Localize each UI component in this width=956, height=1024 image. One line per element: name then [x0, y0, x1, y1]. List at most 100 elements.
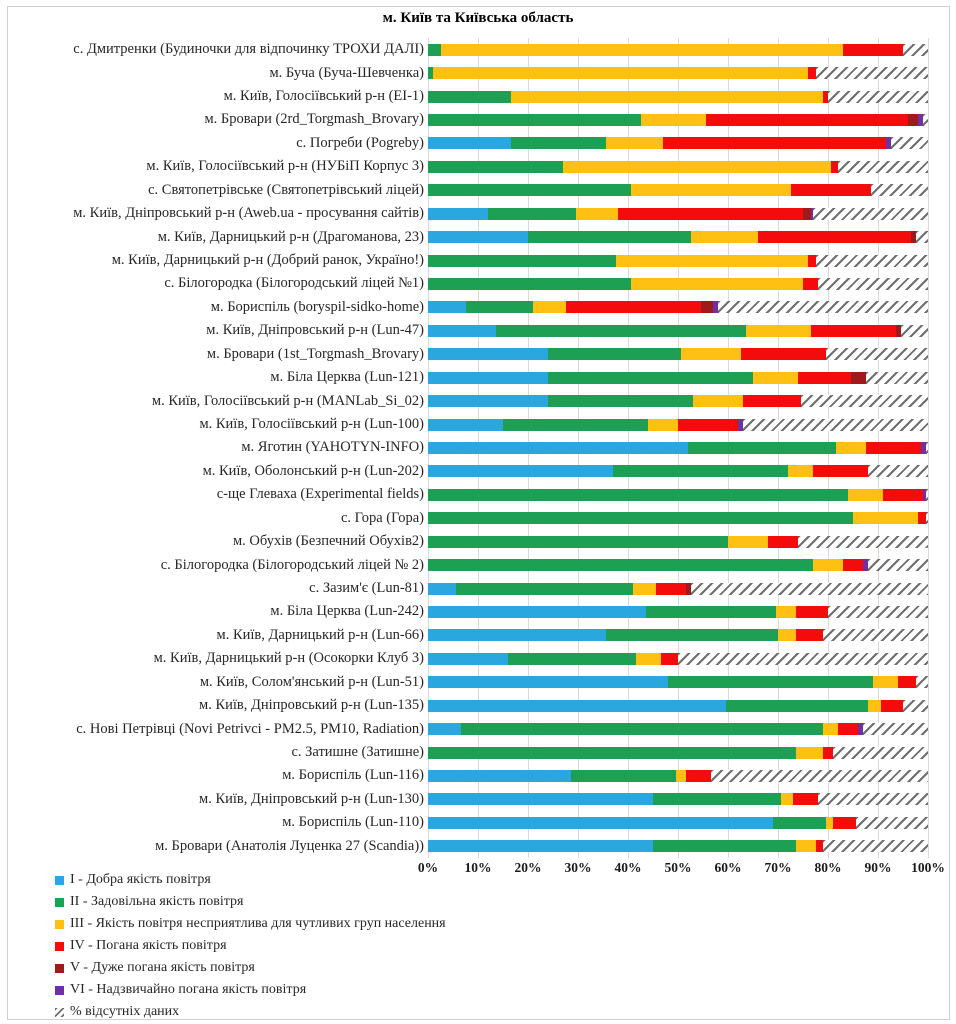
bar-segment-IV [740, 348, 826, 361]
bar-segment-II [428, 254, 616, 267]
legend-item-VI: VI - Надзвичайно погана якість повітря [55, 979, 306, 1001]
bar-segment-I [428, 442, 688, 454]
bar-segment-VI [885, 137, 891, 150]
bar-row [428, 840, 928, 853]
row-label: м. Київ, Дніпровський р-н (Aweb.ua - про… [73, 205, 424, 222]
bar-segment-II [548, 371, 753, 384]
bar-segment-IV [880, 699, 903, 712]
row-label: с. Гора (Гора) [340, 509, 424, 526]
bar-segment-missing [865, 371, 928, 384]
bar-segment-III [788, 465, 813, 478]
bar-segment-IV [843, 559, 863, 572]
legend-item-I: I - Добра якість повітря [55, 869, 211, 891]
bar-segment-IV [810, 324, 896, 337]
bar-segment-missing [868, 465, 928, 478]
bar-segment-III [795, 840, 816, 853]
bar-segment-I [428, 816, 773, 829]
bar-segment-III [780, 793, 793, 806]
bar-segment-II [428, 488, 848, 501]
x-axis-tick-label: 70% [764, 860, 792, 875]
bar-segment-IV [678, 418, 738, 431]
row-label: м. Київ, Дніпровський р-н (Lun-47) [206, 322, 424, 339]
bar-segment-VI [738, 418, 743, 431]
row-label: м. Київ, Дарницький р-н (Lun-66) [216, 626, 424, 643]
bar-segment-II [570, 770, 676, 782]
bar-segment-IV [655, 582, 686, 595]
bar-segment-III [753, 371, 798, 384]
bar-segment-I [428, 418, 503, 431]
bar-segment-V [850, 371, 866, 384]
bar-segment-III [640, 114, 706, 126]
bar-segment-I [428, 676, 668, 689]
bar-segment-missing [915, 231, 928, 244]
legend-label: VI - Надзвичайно погана якість повітря [70, 982, 307, 997]
bar-segment-III [575, 207, 618, 220]
bar-segment-IV [808, 67, 816, 80]
bar-row [428, 395, 928, 408]
bar-segment-IV [823, 746, 833, 759]
bar-segment-II [495, 324, 746, 337]
bar-segment-missing [718, 301, 928, 314]
bar-segment-II [613, 465, 788, 478]
bar-row [428, 371, 928, 384]
bar-segment-III [605, 137, 663, 150]
bar-segment-III [633, 582, 656, 595]
bar-segment-missing [923, 114, 928, 126]
bar-row [428, 301, 928, 314]
row-label: м. Київ, Голосіївський р-н (MANLab_Si_02… [151, 392, 424, 409]
bar-row [428, 442, 928, 454]
bar-segment-missing [825, 348, 928, 361]
bar-segment-IV [685, 770, 711, 782]
bar-segment-III [778, 629, 796, 642]
bar-segment-II [653, 793, 781, 806]
bar-segment-III [510, 90, 823, 103]
bar-segment-missing [915, 676, 928, 689]
category-labels: с. Дмитренки (Будиночки для відпочинку Т… [8, 38, 424, 858]
x-axis-tick-label: 40% [614, 860, 642, 875]
row-label: м. Київ, Голосіївський р-н (EI-1) [223, 88, 424, 105]
x-axis-tick-label: 90% [864, 860, 892, 875]
bar-row [428, 770, 928, 782]
bar-segment-III [648, 418, 678, 431]
row-label: с. Білогородка (Білогородський ліцей № 2… [160, 556, 424, 573]
row-label: м. Біла Церква (Lun-121) [270, 369, 424, 386]
bar-segment-missing [900, 324, 928, 337]
bar-segment-IV [830, 160, 838, 173]
bar-row [428, 629, 928, 642]
bar-segment-IV [790, 184, 871, 197]
bar-segment-V [908, 114, 918, 126]
x-axis-tick-label: 30% [564, 860, 592, 875]
bar-segment-IV [865, 442, 921, 454]
bar-segment-IV [883, 488, 923, 501]
legend-label: V - Дуже погана якість повітря [70, 960, 255, 975]
bar-segment-IV [793, 793, 818, 806]
x-axis: 0% 10% 20% 30% 40% 50% 60% 70% 80% 90% 100% [418, 860, 945, 880]
bar-segment-IV [768, 535, 798, 548]
bar-row [428, 348, 928, 361]
bar-segment-IV [743, 395, 801, 408]
bar-row [428, 254, 928, 267]
row-label: м. Київ, Голосіївський р-н (НУБіП Корпус… [146, 158, 424, 175]
legend-item-II: II - Задовільна якість повітря [55, 891, 243, 913]
bar-row [428, 488, 928, 501]
bar-segment-VI [858, 723, 863, 736]
bar-segment-missing [823, 629, 928, 642]
x-axis-tick-label: 60% [714, 860, 742, 875]
bar-segment-III [745, 324, 811, 337]
row-label: м. Київ, Дарницький р-н (Драгоманова, 23… [157, 228, 424, 245]
bar-segment-missing [823, 840, 928, 853]
bar-segment-II [428, 278, 631, 290]
row-label: с. Затишне (Затишне) [291, 744, 424, 761]
legend-swatch-II [55, 897, 64, 907]
bar-segment-VI [713, 301, 718, 314]
row-label: м. Бровари (1st_Torgmash_Brovary) [206, 345, 424, 362]
bar-segment-IV [808, 254, 816, 267]
bar-segment-II [428, 746, 796, 759]
bar-row [428, 278, 928, 290]
bar-segment-VI [918, 114, 923, 126]
bar-segment-III [693, 395, 743, 408]
x-axis-tick-label: 0% [417, 860, 439, 875]
bar-segment-I [428, 137, 511, 150]
bar-segment-IV [803, 278, 818, 290]
legend-swatch-V [55, 963, 64, 973]
